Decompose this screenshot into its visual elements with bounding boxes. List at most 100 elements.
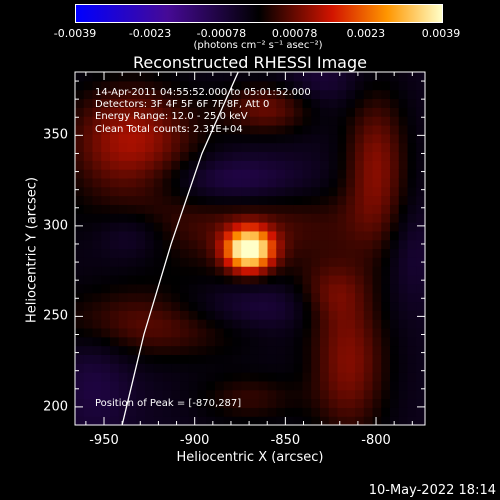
heatmap-cell <box>407 266 417 276</box>
heatmap-cell <box>162 372 172 382</box>
heatmap-cell <box>188 372 199 382</box>
heatmap-cell <box>372 89 382 100</box>
heatmap-cell <box>127 363 137 373</box>
heatmap-cell <box>241 336 251 347</box>
heatmap-cell <box>276 89 286 100</box>
heatmap-cell <box>136 398 146 408</box>
heatmap-cell <box>223 372 234 382</box>
heatmap-cell <box>337 319 347 329</box>
heatmap-cell <box>232 345 242 355</box>
heatmap-cell <box>206 292 216 303</box>
heatmap-cell <box>250 195 260 205</box>
heatmap-cell <box>363 257 374 267</box>
heatmap-cell <box>223 204 234 214</box>
heatmap-cell <box>267 398 277 408</box>
heatmap-cell <box>293 266 304 276</box>
heatmap-cell <box>302 124 312 135</box>
heatmap-cell <box>110 230 120 241</box>
heatmap-cell <box>171 169 181 179</box>
heatmap-cell <box>241 292 251 303</box>
heatmap-cell <box>355 248 365 258</box>
heatmap-cell <box>127 204 137 214</box>
heatmap-cell <box>127 407 137 417</box>
heatmap-cell <box>346 327 356 338</box>
heatmap-cell <box>136 230 146 241</box>
heatmap-cell <box>118 204 129 214</box>
heatmap-cell <box>215 80 225 91</box>
heatmap-cell <box>127 195 137 205</box>
heatmap-cell <box>416 239 426 250</box>
heatmap-cell <box>92 274 102 285</box>
heatmap-cell <box>215 195 225 205</box>
heatmap-cell <box>267 292 277 303</box>
heatmap-cell <box>416 380 426 391</box>
heatmap-cell <box>398 230 409 241</box>
heatmap-cell <box>206 80 216 91</box>
heatmap-cell <box>363 142 374 153</box>
heatmap-cell <box>372 230 382 241</box>
heatmap-cell <box>267 416 277 426</box>
heatmap-cell <box>285 169 295 179</box>
heatmap-cell <box>75 204 85 214</box>
heatmap-cell <box>346 169 356 179</box>
heatmap-cell <box>276 151 286 161</box>
heatmap-cell <box>241 363 251 373</box>
heatmap-cell <box>267 169 277 179</box>
heatmap-cell <box>372 116 382 126</box>
heatmap-cell <box>118 345 129 355</box>
heatmap-cell <box>311 266 321 276</box>
colorbar-units: (photons cm⁻² s⁻¹ asec⁻²) <box>193 40 323 51</box>
heatmap-cell <box>171 186 181 197</box>
heatmap-cell <box>293 248 304 258</box>
heatmap-cell <box>285 416 295 426</box>
heatmap-cell <box>153 319 164 329</box>
heatmap-cell <box>302 416 312 426</box>
heatmap-cell <box>215 372 225 382</box>
heatmap-cell <box>145 336 155 347</box>
heatmap-cell <box>276 116 286 126</box>
heatmap-cell <box>83 72 94 82</box>
heatmap-cell <box>223 274 234 285</box>
heatmap-cell <box>320 195 330 205</box>
heatmap-cell <box>293 372 304 382</box>
heatmap-cell <box>180 195 190 205</box>
heatmap-cell <box>337 204 347 214</box>
heatmap-cell <box>153 213 164 223</box>
heatmap-cell <box>215 363 225 373</box>
heatmap-cell <box>153 80 164 91</box>
heatmap-cell <box>110 222 120 232</box>
heatmap-cell <box>346 142 356 153</box>
heatmap-cell <box>276 239 286 250</box>
heatmap-cell <box>381 354 391 364</box>
heatmap-cell <box>416 301 426 311</box>
heatmap-cell <box>75 222 85 232</box>
chart-title: Reconstructed RHESSI Image <box>133 53 367 72</box>
heatmap-cell <box>328 407 339 417</box>
heatmap-cell <box>127 292 137 303</box>
heatmap-cell <box>363 204 374 214</box>
heatmap-cell <box>171 398 181 408</box>
heatmap-cell <box>258 310 269 320</box>
heatmap-cell <box>250 283 260 294</box>
heatmap-cell <box>215 248 225 258</box>
heatmap-cell <box>241 257 251 267</box>
heatmap-cell <box>381 292 391 303</box>
heatmap-cell <box>276 195 286 205</box>
heatmap-cell <box>197 98 207 108</box>
heatmap-cell <box>337 177 347 188</box>
heatmap-cell <box>398 124 409 135</box>
heatmap-cell <box>381 98 391 108</box>
heatmap-cell <box>337 380 347 391</box>
heatmap-cell <box>285 204 295 214</box>
heatmap-cell <box>293 151 304 161</box>
heatmap-cell <box>153 142 164 153</box>
heatmap-cell <box>328 116 339 126</box>
heatmap-cell <box>232 416 242 426</box>
heatmap-cell <box>215 142 225 153</box>
heatmap-cell <box>320 142 330 153</box>
heatmap-cell <box>145 407 155 417</box>
heatmap-cell <box>136 274 146 285</box>
heatmap-cell <box>127 327 137 338</box>
heatmap-cell <box>337 160 347 170</box>
heatmap-cell <box>337 230 347 241</box>
